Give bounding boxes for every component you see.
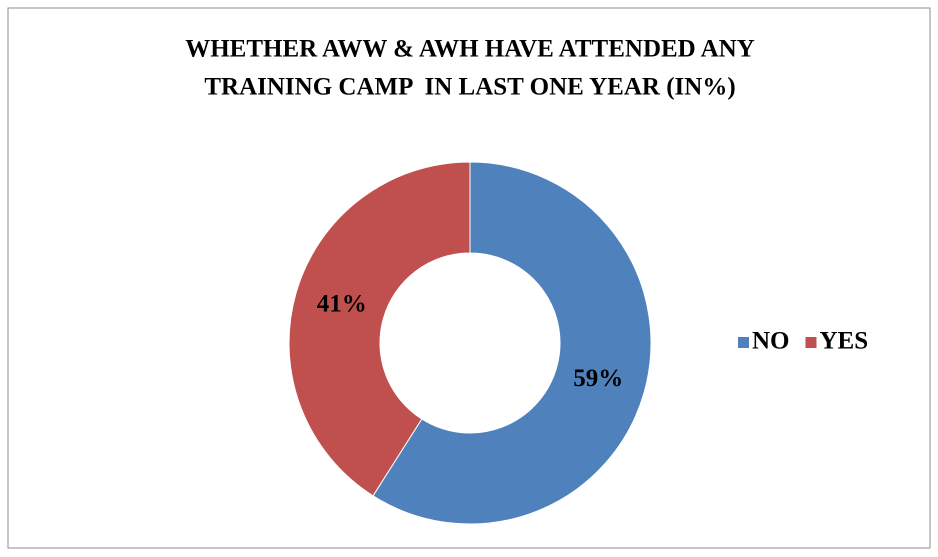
- donut-slice: [372, 161, 652, 525]
- legend-label: NO: [752, 328, 790, 355]
- data-label: 41%: [317, 290, 367, 317]
- legend-label: YES: [820, 328, 869, 355]
- data-label: 59%: [573, 365, 623, 392]
- legend-swatch: [805, 337, 817, 348]
- legend-swatch: [738, 337, 749, 348]
- chart-title: WHETHER AWW & AWH HAVE ATTENDED ANY: [185, 36, 755, 63]
- chart-title: TRAINING CAMP IN LAST ONE YEAR (IN%): [204, 74, 735, 101]
- donut-slice: [288, 161, 471, 497]
